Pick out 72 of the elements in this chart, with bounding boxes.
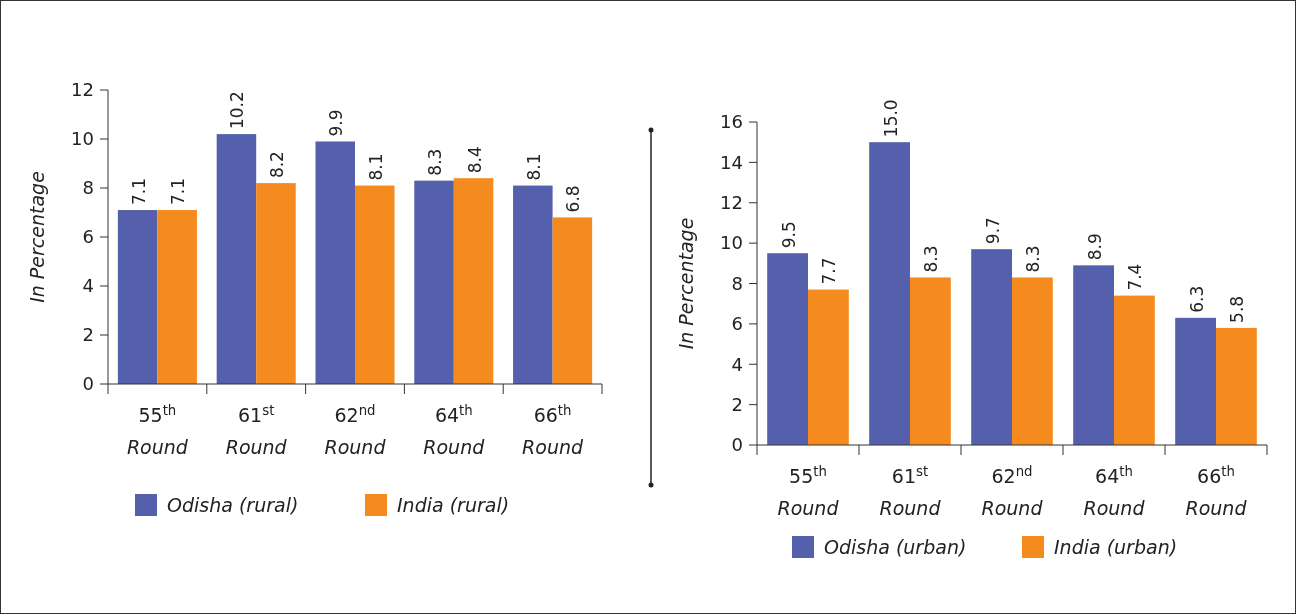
y-tick-label: 14: [720, 151, 743, 173]
bar: [971, 249, 1012, 445]
legend-label: Odisha (urban): [824, 535, 967, 558]
data-label: 7.4: [1125, 263, 1146, 291]
category-label: 62$^{nd}$ Round: [324, 402, 386, 458]
data-label: 8.3: [425, 148, 446, 176]
y-tick-label: 6: [731, 313, 743, 335]
y-tick-label: 0: [82, 373, 94, 395]
data-label: 7.1: [168, 178, 189, 206]
category-label: 61$^{st}$ Round: [225, 402, 287, 458]
category-label: 64$^{th}$ Round: [1083, 463, 1145, 519]
bar: [513, 185, 553, 384]
data-label: 8.3: [1023, 245, 1044, 273]
y-axis-title: In Percentage: [675, 217, 697, 350]
data-label: 7.7: [819, 257, 840, 285]
category-label: 55$^{th}$ Round: [777, 463, 839, 519]
data-label: 9.9: [326, 109, 347, 137]
y-tick-label: 2: [82, 324, 94, 346]
bar: [869, 142, 910, 445]
y-tick-label: 4: [82, 275, 94, 297]
data-label: 5.8: [1227, 295, 1248, 323]
bar: [117, 210, 158, 384]
bar: [157, 210, 197, 384]
bar: [1073, 265, 1114, 445]
y-tick-label: 10: [720, 232, 743, 254]
y-tick-label: 12: [71, 79, 94, 101]
bar: [808, 289, 849, 445]
data-label: 9.5: [778, 221, 799, 249]
legend-label: Odisha (rural): [167, 493, 299, 516]
y-axis-title: In Percentage: [26, 171, 48, 303]
bar: [1114, 295, 1155, 445]
y-tick-label: 10: [71, 128, 94, 150]
bar: [552, 217, 593, 384]
data-label: 8.2: [266, 151, 287, 179]
data-label: 8.9: [1084, 233, 1105, 261]
data-label: 10.2: [227, 91, 248, 130]
legend-label: India (rural): [397, 493, 510, 516]
bar: [1012, 277, 1053, 445]
bar: [414, 180, 454, 384]
bar: [315, 141, 355, 384]
category-label: 62$^{nd}$ Round: [981, 463, 1043, 519]
data-label: 8.3: [921, 245, 942, 273]
data-label: 9.7: [982, 217, 1003, 245]
category-label: 61$^{st}$ Round: [879, 463, 941, 519]
y-tick-label: 8: [731, 272, 743, 294]
data-label: 6.8: [563, 185, 584, 213]
data-label: 8.1: [523, 153, 544, 181]
y-tick-label: 0: [731, 434, 743, 456]
data-label: 8.1: [365, 153, 386, 181]
y-tick-label: 2: [731, 393, 743, 415]
y-tick-label: 6: [82, 226, 94, 248]
category-label: 64$^{th}$ Round: [423, 402, 485, 458]
legend-label: India (urban): [1054, 535, 1178, 558]
y-tick-label: 4: [731, 353, 743, 375]
bar: [453, 178, 494, 384]
data-label: 8.4: [464, 146, 485, 174]
y-tick-label: 8: [82, 177, 94, 199]
category-label: 66$^{th}$ Round: [522, 402, 584, 458]
bar: [767, 253, 808, 445]
bar: [355, 185, 395, 384]
bar: [910, 277, 951, 445]
bar: [1216, 327, 1257, 445]
data-label: 6.3: [1186, 285, 1207, 313]
category-label: 66$^{th}$ Round: [1185, 463, 1247, 519]
data-label: 15.0: [880, 99, 901, 138]
y-tick-label: 12: [720, 192, 743, 214]
category-label: 55$^{th}$ Round: [126, 402, 188, 458]
data-label: 7.1: [128, 178, 149, 206]
bar: [256, 183, 296, 384]
bar: [216, 134, 257, 384]
bar: [1175, 317, 1216, 445]
y-tick-label: 16: [720, 111, 743, 133]
